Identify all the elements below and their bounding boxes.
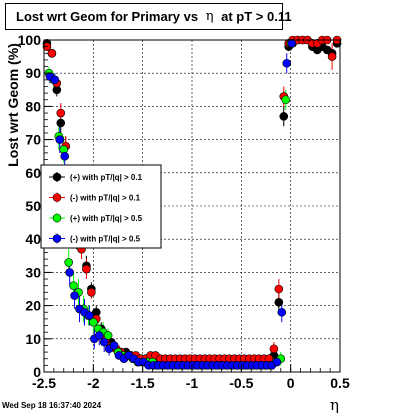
data-point — [64, 258, 73, 267]
data-point — [56, 108, 66, 118]
data-point — [287, 39, 296, 48]
data-point — [327, 52, 337, 61]
data-point — [70, 291, 79, 300]
data-point — [281, 95, 291, 105]
data-point — [85, 311, 94, 320]
data-point — [65, 268, 74, 277]
legend-item-4: (-) with pT/|q| > 0.5 — [49, 233, 141, 244]
data-point — [89, 317, 98, 327]
y-tick-label: 0 — [33, 364, 41, 380]
chart-title-prefix: Lost wrt Geom for Primary vs — [16, 9, 199, 24]
legend-label: (+) with pT/|q| > 0.5 — [70, 214, 143, 223]
legend-label: (-) with pT/|q| > 0.1 — [70, 194, 141, 203]
data-point — [269, 344, 279, 354]
x-tick-label: -1.5 — [131, 375, 155, 391]
data-point — [103, 331, 113, 340]
chart-title-eta-symbol: η — [205, 9, 214, 24]
x-tick-label: -2 — [87, 375, 100, 391]
y-tick-label: 90 — [25, 65, 41, 81]
data-point — [60, 151, 70, 161]
y-tick-label: 10 — [25, 331, 41, 347]
legend-label: (+) with pT/|q| > 0.1 — [70, 173, 143, 182]
legend-marker — [52, 193, 62, 202]
y-tick-label: 80 — [25, 98, 41, 114]
data-point — [87, 288, 96, 297]
y-tick-label: 100 — [18, 32, 42, 48]
data-point — [282, 58, 292, 68]
x-tick-label: -0.5 — [229, 375, 253, 391]
x-tick-label: -1 — [186, 375, 199, 391]
legend-box — [40, 164, 162, 249]
legend: (+) with pT/|q| > 0.1 (-) with pT/|q| > 0… — [40, 164, 162, 249]
data-point — [94, 331, 104, 340]
chart-title-suffix: at pT > 0.11 — [221, 9, 292, 24]
data-point — [272, 357, 282, 367]
timestamp: Wed Sep 18 16:37:40 2024 — [2, 401, 102, 410]
data-point — [99, 337, 109, 347]
y-tick-label: 50 — [25, 198, 41, 214]
data-point — [82, 264, 91, 274]
legend-item-3: (+) with pT/|q| > 0.5 — [49, 213, 143, 223]
x-tick-label: 0 — [287, 375, 295, 391]
tick-labels: -2.5 -2 -1.5 -1 -0.5 0 0.5 0 10 20 30 40 50 60 70 80 90 1… — [18, 32, 350, 391]
data-point — [69, 281, 78, 290]
legend-marker — [52, 172, 62, 182]
legend-item-2: (-) with pT/|q| > 0.1 — [49, 192, 141, 203]
x-tick-label: -2.5 — [32, 375, 56, 391]
x-axis-label: η — [330, 396, 339, 414]
legend-item-1: (+) with pT/|q| > 0.1 — [49, 172, 143, 182]
data-point — [47, 48, 57, 58]
y-tick-label: 20 — [25, 298, 41, 314]
data-point — [50, 75, 60, 85]
x-tick-label: 0.5 — [330, 375, 350, 391]
data-point — [277, 307, 287, 317]
data-point — [274, 297, 284, 307]
y-tick-label: 70 — [25, 132, 41, 148]
series-4 — [45, 39, 296, 370]
y-tick-label: 60 — [25, 165, 41, 181]
data-point — [109, 341, 119, 350]
data-point — [56, 118, 66, 128]
y-tick-label: 30 — [25, 264, 41, 280]
data-point — [274, 284, 284, 294]
y-tick-label: 40 — [25, 231, 41, 247]
legend-marker — [52, 213, 62, 223]
legend-label: (-) with pT/|q| > 0.5 — [70, 235, 141, 244]
chart-title: Lost wrt Geom for Primary vs η at pT > 0… — [5, 3, 292, 30]
data-point — [55, 135, 65, 144]
data-point — [279, 112, 289, 121]
legend-marker — [52, 234, 62, 243]
